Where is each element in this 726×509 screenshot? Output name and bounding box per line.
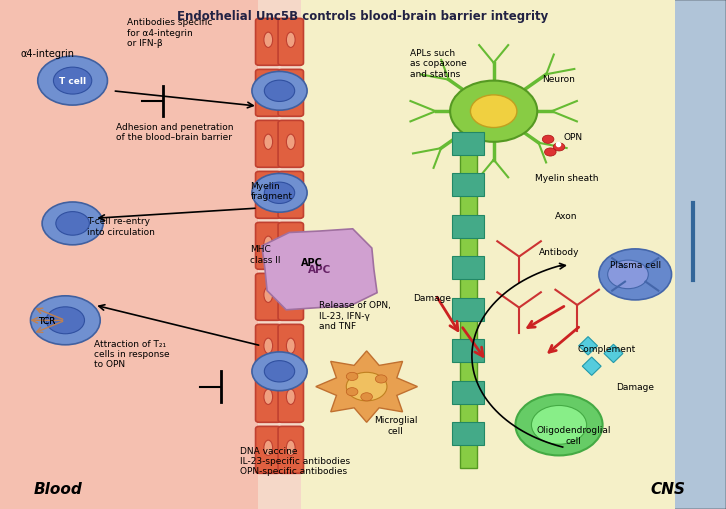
Text: OPN: OPN (564, 133, 583, 142)
Text: TCR: TCR (38, 316, 56, 325)
Polygon shape (582, 357, 601, 376)
Circle shape (375, 375, 387, 383)
Text: Damage: Damage (413, 293, 451, 302)
Circle shape (608, 261, 648, 289)
Text: CNS: CNS (650, 481, 685, 496)
Ellipse shape (286, 389, 295, 405)
FancyBboxPatch shape (256, 70, 281, 117)
FancyBboxPatch shape (278, 274, 303, 321)
FancyBboxPatch shape (278, 19, 303, 66)
Circle shape (30, 296, 100, 345)
Text: Release of OPN,
IL-23, IFN-γ
and TNF: Release of OPN, IL-23, IFN-γ and TNF (319, 301, 391, 330)
Ellipse shape (264, 389, 273, 405)
Circle shape (515, 394, 603, 456)
Circle shape (252, 174, 307, 213)
Circle shape (346, 373, 358, 381)
Text: Endothelial Unc5B controls blood-brain barrier integrity: Endothelial Unc5B controls blood-brain b… (177, 10, 549, 23)
FancyBboxPatch shape (278, 223, 303, 270)
Text: DNA vaccine
IL-23-specific antibodies
OPN-specific antibodies: DNA vaccine IL-23-specific antibodies OP… (240, 446, 350, 475)
Text: Blood: Blood (33, 481, 83, 496)
FancyBboxPatch shape (256, 172, 281, 219)
Circle shape (252, 352, 307, 391)
Circle shape (599, 249, 672, 300)
Polygon shape (262, 230, 377, 310)
Circle shape (264, 81, 295, 102)
Ellipse shape (264, 288, 273, 303)
Circle shape (531, 406, 587, 444)
Ellipse shape (264, 33, 273, 48)
Ellipse shape (264, 338, 273, 354)
FancyBboxPatch shape (278, 376, 303, 422)
FancyBboxPatch shape (256, 427, 281, 473)
Text: α4-integrin: α4-integrin (20, 48, 74, 59)
Circle shape (264, 183, 295, 204)
FancyBboxPatch shape (256, 274, 281, 321)
Ellipse shape (286, 135, 295, 150)
Text: Antibodies specific
for α4-integrin
or IFN-β: Antibodies specific for α4-integrin or I… (127, 18, 213, 48)
Ellipse shape (264, 135, 273, 150)
FancyBboxPatch shape (256, 325, 281, 372)
Ellipse shape (286, 288, 295, 303)
Circle shape (346, 373, 387, 401)
Circle shape (361, 393, 372, 401)
Circle shape (470, 96, 517, 128)
Text: TCR: TCR (38, 316, 56, 325)
Bar (452, 174, 484, 196)
Text: Adhesion and penetration
of the blood–brain barrier: Adhesion and penetration of the blood–br… (116, 123, 234, 142)
Text: Oligodendroglial
cell: Oligodendroglial cell (537, 426, 611, 445)
Circle shape (264, 361, 295, 382)
Ellipse shape (264, 84, 273, 99)
Ellipse shape (286, 440, 295, 456)
Text: Neuron: Neuron (542, 74, 576, 83)
FancyBboxPatch shape (278, 121, 303, 168)
Circle shape (346, 388, 358, 396)
Circle shape (553, 144, 565, 152)
Bar (452, 257, 484, 279)
Bar (452, 132, 484, 155)
Polygon shape (258, 0, 301, 509)
Bar (452, 340, 484, 362)
Circle shape (56, 212, 89, 236)
Bar (452, 298, 484, 321)
Bar (452, 381, 484, 404)
Circle shape (542, 136, 554, 144)
Polygon shape (316, 351, 417, 422)
Text: Plasma cell: Plasma cell (610, 260, 661, 269)
Bar (452, 215, 484, 238)
Bar (452, 422, 484, 445)
Bar (460, 122, 477, 468)
Text: APC: APC (308, 265, 331, 275)
FancyBboxPatch shape (256, 223, 281, 270)
Text: Antibody: Antibody (539, 247, 579, 257)
Polygon shape (301, 0, 675, 509)
FancyBboxPatch shape (256, 376, 281, 422)
Text: MHC
class II: MHC class II (250, 245, 281, 264)
Text: T cell: T cell (59, 77, 86, 86)
Ellipse shape (286, 33, 295, 48)
Circle shape (42, 203, 103, 245)
Text: Axon: Axon (555, 212, 577, 221)
Polygon shape (604, 345, 623, 363)
Ellipse shape (286, 338, 295, 354)
Text: T-cell re-entry
into circulation: T-cell re-entry into circulation (87, 217, 155, 236)
Circle shape (544, 149, 556, 157)
Ellipse shape (264, 440, 273, 456)
Circle shape (252, 72, 307, 111)
FancyBboxPatch shape (256, 121, 281, 168)
Ellipse shape (286, 84, 295, 99)
Ellipse shape (264, 237, 273, 252)
Text: Microglial
cell: Microglial cell (374, 415, 417, 435)
Ellipse shape (264, 186, 273, 201)
Text: Myelin sheath: Myelin sheath (534, 174, 598, 183)
Text: APLs such
as copaxone
and statins: APLs such as copaxone and statins (410, 49, 467, 78)
Polygon shape (579, 337, 597, 355)
Circle shape (450, 81, 537, 143)
FancyBboxPatch shape (256, 19, 281, 66)
FancyBboxPatch shape (278, 427, 303, 473)
Ellipse shape (286, 186, 295, 201)
FancyBboxPatch shape (278, 172, 303, 219)
Ellipse shape (286, 237, 295, 252)
Circle shape (38, 57, 107, 106)
FancyBboxPatch shape (278, 325, 303, 372)
